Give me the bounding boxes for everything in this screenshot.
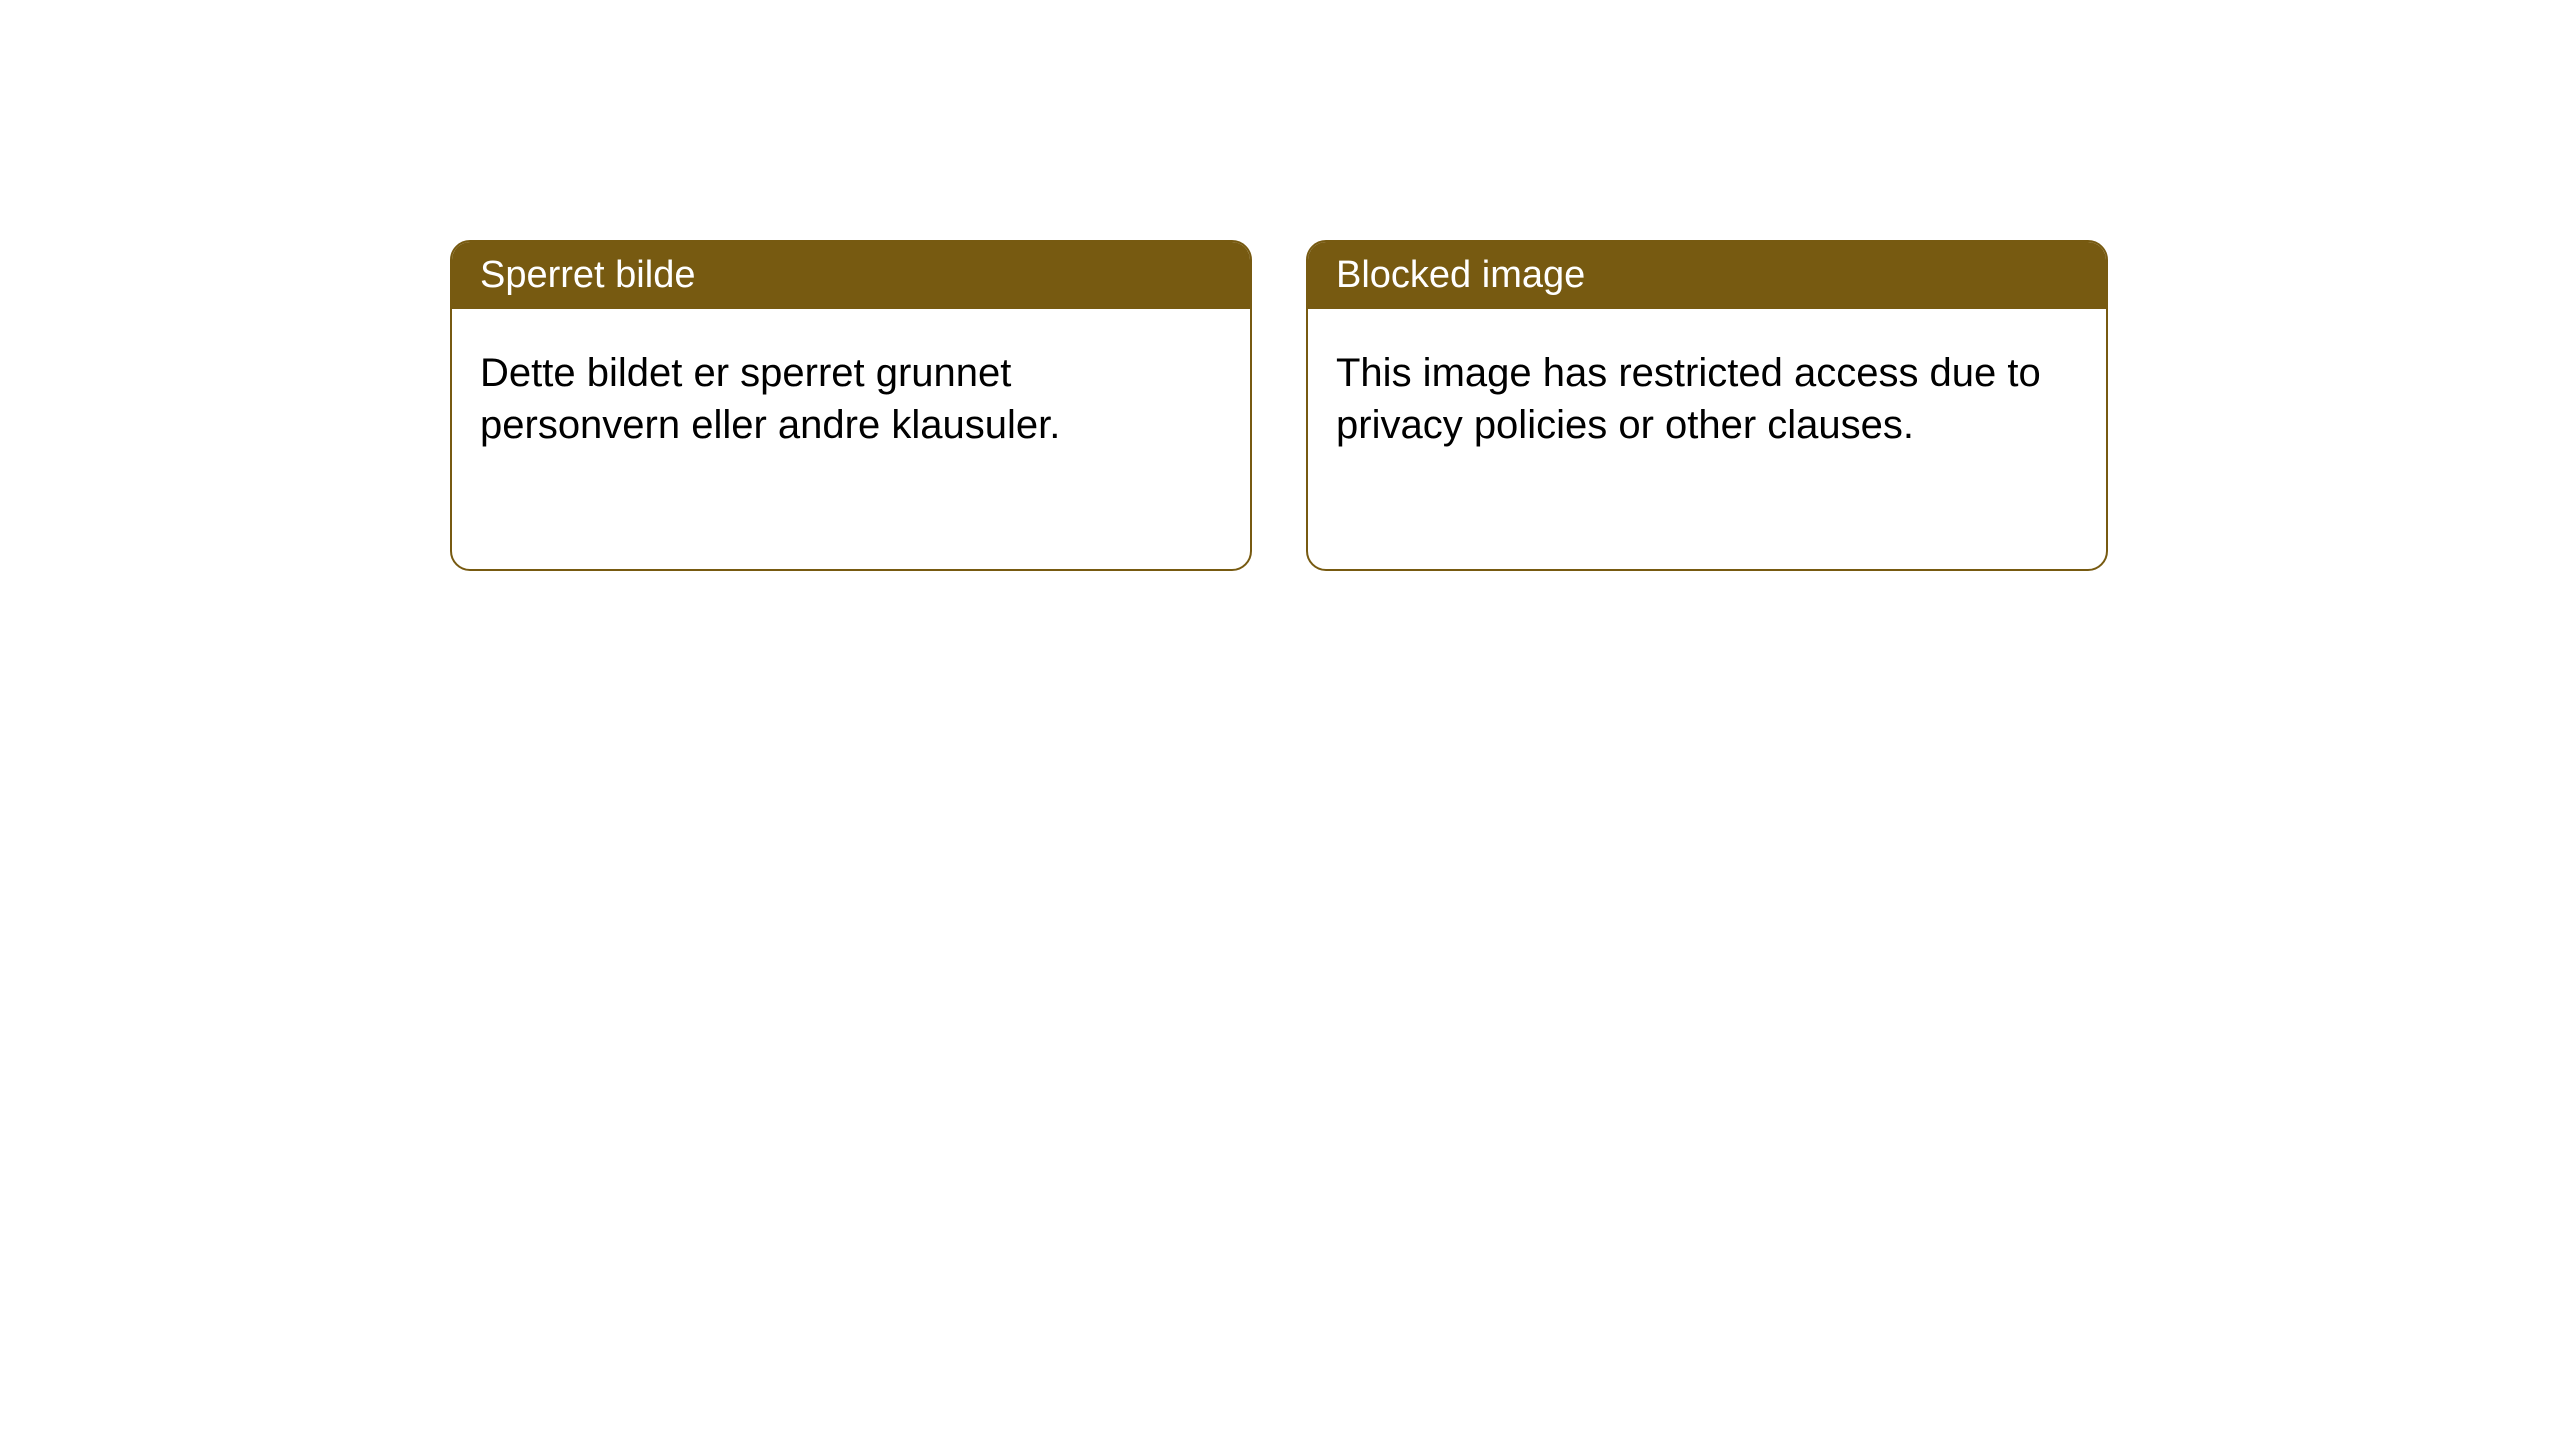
card-body-text: Dette bildet er sperret grunnet personve…: [480, 347, 1222, 451]
notice-card-english: Blocked image This image has restricted …: [1306, 240, 2108, 571]
card-header: Blocked image: [1308, 242, 2106, 309]
notice-container: Sperret bilde Dette bildet er sperret gr…: [450, 240, 2108, 571]
card-body: This image has restricted access due to …: [1308, 309, 2106, 569]
card-header-text: Blocked image: [1336, 254, 1585, 296]
card-header-text: Sperret bilde: [480, 254, 695, 296]
card-header: Sperret bilde: [452, 242, 1250, 309]
notice-card-norwegian: Sperret bilde Dette bildet er sperret gr…: [450, 240, 1252, 571]
card-body-text: This image has restricted access due to …: [1336, 347, 2078, 451]
card-body: Dette bildet er sperret grunnet personve…: [452, 309, 1250, 569]
